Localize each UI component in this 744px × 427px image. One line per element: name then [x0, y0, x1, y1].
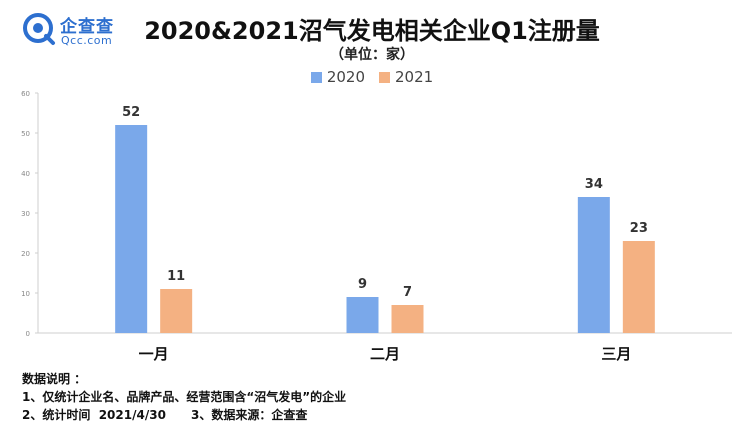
chart-subtitle: （单位：家）	[330, 47, 414, 63]
x-tick-label-2: 二月	[370, 345, 400, 363]
notes-line-1: 1、仅统计企业名、品牌产品、经营范围含“沼气发电”的企业	[22, 390, 347, 404]
data-label-2020-2: 9	[358, 277, 367, 292]
y-tick-label: 30	[21, 210, 30, 218]
notes-stat-time: 2、统计时间 2021/4/30	[22, 408, 166, 422]
bar-2020-1	[115, 125, 148, 333]
data-label-2021-1: 11	[167, 269, 185, 284]
qcc-logo: 企查查 Qcc.com	[22, 10, 132, 50]
legend-label-2020: 2020	[326, 68, 365, 86]
bar-2021-1	[160, 289, 193, 333]
data-label-2021-3: 23	[630, 221, 648, 236]
bar-2020-3	[577, 197, 610, 333]
notes-line-2: 2、统计时间 2021/4/30 3、数据来源：企查查	[22, 406, 346, 424]
y-tick-label: 20	[21, 250, 30, 258]
y-tick-label: 0	[26, 330, 30, 338]
legend-swatch-2021	[379, 71, 390, 83]
bar-2020-2	[346, 297, 379, 333]
logo-name-en: Qcc.com	[61, 34, 113, 47]
data-label-2021-2: 7	[403, 285, 412, 300]
qcc-logo-mark-icon	[23, 13, 55, 45]
x-tick-label-3: 三月	[601, 345, 631, 363]
data-label-2020-3: 34	[585, 177, 603, 192]
y-tick-label: 60	[21, 90, 30, 98]
bar-2021-3	[622, 241, 655, 333]
chart-title: 2020&2021沼气发电相关企业Q1注册量	[144, 17, 600, 45]
legend-label-2021: 2021	[395, 68, 434, 86]
x-tick-label-1: 一月	[139, 345, 169, 363]
chart-legend: 2020 2021	[0, 68, 744, 86]
data-label-2020-1: 52	[122, 105, 140, 120]
y-tick-label: 10	[21, 290, 30, 298]
bar-chart: 0 10 20 30 40 50 60 52 11 一月 9 7 二月 34 23 三月	[21, 90, 732, 363]
notes-data-source: 3、数据来源：企查查	[191, 408, 308, 422]
notes-heading: 数据说明 ：	[22, 372, 87, 386]
y-tick-label: 40	[21, 170, 30, 178]
bar-2021-2	[391, 305, 424, 333]
logo-name-cn: 企查查	[60, 17, 114, 37]
legend-item-2021: 2021	[379, 68, 433, 86]
data-notes: 数据说明 ： 1、仅统计企业名、品牌产品、经营范围含“沼气发电”的企业 2、统计…	[22, 370, 346, 424]
legend-item-2020: 2020	[310, 68, 365, 86]
legend-swatch-2020	[310, 71, 322, 83]
y-tick-label: 50	[21, 130, 30, 138]
